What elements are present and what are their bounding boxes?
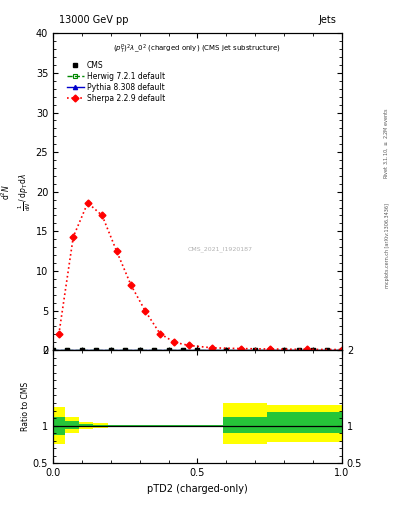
Pythia 8.308 default [181, 347, 185, 353]
Pythia 8.308 default [80, 347, 84, 353]
CMS [340, 347, 344, 353]
Pythia 8.308 default [267, 347, 272, 353]
Herwig 7.2.1 default [181, 347, 185, 353]
Pythia 8.308 default [340, 347, 344, 353]
Pythia 8.308 default [253, 347, 258, 353]
CMS [94, 347, 99, 353]
Herwig 7.2.1 default [123, 347, 128, 353]
Sherpa 2.2.9 default [340, 347, 344, 353]
Herwig 7.2.1 default [267, 347, 272, 353]
Text: $(p_T^p)^2\lambda\_0^2$ (charged only) (CMS jet substructure): $(p_T^p)^2\lambda\_0^2$ (charged only) (… [114, 43, 281, 56]
Sherpa 2.2.9 default [239, 346, 243, 352]
Herwig 7.2.1 default [65, 347, 70, 353]
CMS [108, 347, 113, 353]
Sherpa 2.2.9 default [209, 345, 214, 351]
Herwig 7.2.1 default [195, 347, 200, 353]
Sherpa 2.2.9 default [143, 308, 148, 314]
Herwig 7.2.1 default [239, 347, 243, 353]
Pythia 8.308 default [51, 347, 55, 353]
Legend: CMS, Herwig 7.2.1 default, Pythia 8.308 default, Sherpa 2.2.9 default: CMS, Herwig 7.2.1 default, Pythia 8.308 … [66, 59, 167, 104]
CMS [51, 347, 55, 353]
Pythia 8.308 default [209, 347, 214, 353]
Herwig 7.2.1 default [108, 347, 113, 353]
CMS [267, 347, 272, 353]
CMS [195, 347, 200, 353]
Y-axis label: $\mathrm{d}^2N$
$\frac{1}{\mathrm{d}N}\,/\,\mathrm{d}p_T\,\mathrm{d}\lambda$: $\mathrm{d}^2N$ $\frac{1}{\mathrm{d}N}\,… [0, 173, 33, 211]
Herwig 7.2.1 default [166, 347, 171, 353]
CMS [166, 347, 171, 353]
Pythia 8.308 default [311, 347, 316, 353]
Sherpa 2.2.9 default [305, 346, 310, 352]
CMS [152, 347, 156, 353]
Pythia 8.308 default [138, 347, 142, 353]
CMS [311, 347, 316, 353]
Pythia 8.308 default [239, 347, 243, 353]
CMS [325, 347, 330, 353]
Sherpa 2.2.9 default [57, 331, 61, 337]
Herwig 7.2.1 default [80, 347, 84, 353]
Pythia 8.308 default [65, 347, 70, 353]
Herwig 7.2.1 default [325, 347, 330, 353]
Herwig 7.2.1 default [138, 347, 142, 353]
Herwig 7.2.1 default [253, 347, 258, 353]
Line: Pythia 8.308 default: Pythia 8.308 default [51, 348, 344, 352]
CMS [123, 347, 128, 353]
CMS [65, 347, 70, 353]
Y-axis label: Ratio to CMS: Ratio to CMS [21, 382, 30, 431]
Pythia 8.308 default [123, 347, 128, 353]
Sherpa 2.2.9 default [85, 200, 90, 206]
Sherpa 2.2.9 default [172, 339, 177, 345]
CMS [253, 347, 258, 353]
Sherpa 2.2.9 default [100, 212, 105, 219]
Pythia 8.308 default [94, 347, 99, 353]
CMS [138, 347, 142, 353]
Text: CMS_2021_I1920187: CMS_2021_I1920187 [188, 246, 253, 251]
Sherpa 2.2.9 default [158, 330, 162, 336]
Pythia 8.308 default [224, 347, 229, 353]
CMS [239, 347, 243, 353]
CMS [80, 347, 84, 353]
CMS [282, 347, 286, 353]
Sherpa 2.2.9 default [186, 343, 191, 349]
Pythia 8.308 default [152, 347, 156, 353]
Line: Sherpa 2.2.9 default: Sherpa 2.2.9 default [57, 200, 344, 352]
Herwig 7.2.1 default [296, 347, 301, 353]
Pythia 8.308 default [296, 347, 301, 353]
Herwig 7.2.1 default [51, 347, 55, 353]
Sherpa 2.2.9 default [129, 282, 133, 288]
CMS [209, 347, 214, 353]
Pythia 8.308 default [195, 347, 200, 353]
Pythia 8.308 default [166, 347, 171, 353]
Pythia 8.308 default [108, 347, 113, 353]
CMS [181, 347, 185, 353]
Herwig 7.2.1 default [209, 347, 214, 353]
Herwig 7.2.1 default [340, 347, 344, 353]
Text: Rivet 3.1.10, $\geq$ 2.2M events: Rivet 3.1.10, $\geq$ 2.2M events [382, 108, 390, 179]
Sherpa 2.2.9 default [71, 234, 75, 240]
CMS [224, 347, 229, 353]
Text: mcplots.cern.ch [arXiv:1306.3436]: mcplots.cern.ch [arXiv:1306.3436] [385, 203, 390, 288]
Herwig 7.2.1 default [224, 347, 229, 353]
Line: Herwig 7.2.1 default: Herwig 7.2.1 default [51, 348, 343, 352]
Sherpa 2.2.9 default [114, 248, 119, 254]
Text: Jets: Jets [318, 15, 336, 26]
Sherpa 2.2.9 default [267, 346, 272, 352]
Line: CMS: CMS [51, 348, 343, 352]
Herwig 7.2.1 default [152, 347, 156, 353]
Pythia 8.308 default [325, 347, 330, 353]
Herwig 7.2.1 default [311, 347, 316, 353]
X-axis label: pTD2 (charged-only): pTD2 (charged-only) [147, 484, 248, 494]
CMS [296, 347, 301, 353]
Pythia 8.308 default [282, 347, 286, 353]
Herwig 7.2.1 default [282, 347, 286, 353]
Herwig 7.2.1 default [94, 347, 99, 353]
Text: 13000 GeV pp: 13000 GeV pp [59, 15, 129, 26]
